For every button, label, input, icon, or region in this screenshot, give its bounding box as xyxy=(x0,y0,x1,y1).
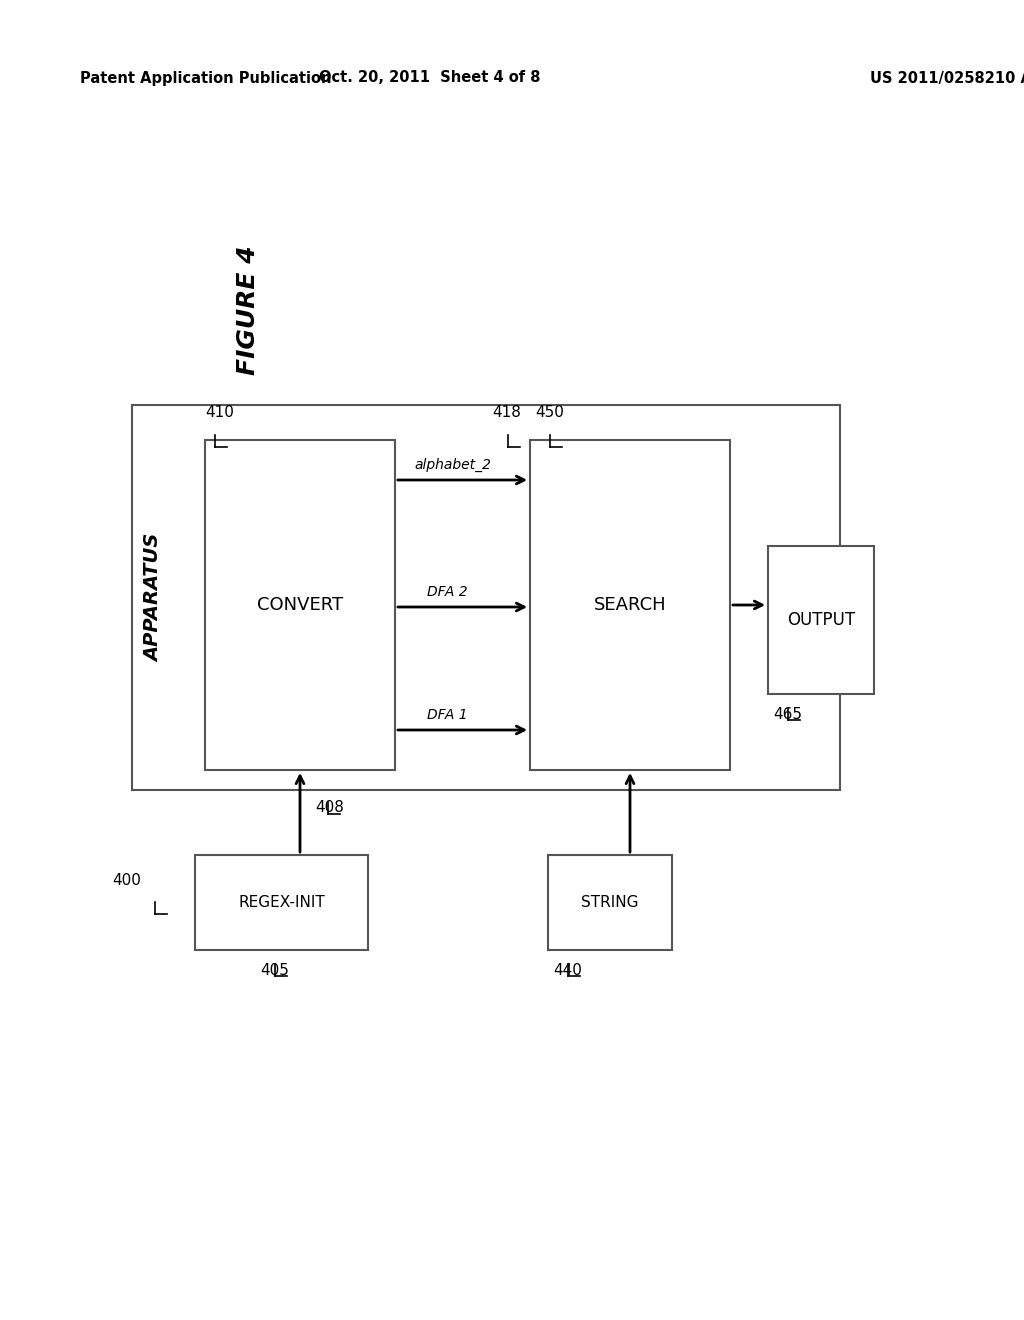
Text: APPARATUS: APPARATUS xyxy=(144,533,164,661)
Text: US 2011/0258210 A1: US 2011/0258210 A1 xyxy=(870,70,1024,86)
Text: 418: 418 xyxy=(493,405,521,420)
Text: OUTPUT: OUTPUT xyxy=(786,611,855,630)
Text: SEARCH: SEARCH xyxy=(594,597,667,614)
Text: DFA 2: DFA 2 xyxy=(427,585,468,599)
Text: REGEX-INIT: REGEX-INIT xyxy=(239,895,325,909)
Text: 408: 408 xyxy=(315,800,344,814)
Text: Patent Application Publication: Patent Application Publication xyxy=(80,70,332,86)
Text: 450: 450 xyxy=(535,405,564,420)
Text: STRING: STRING xyxy=(582,895,639,909)
Bar xyxy=(205,440,395,770)
Text: 440: 440 xyxy=(553,964,582,978)
Text: Oct. 20, 2011  Sheet 4 of 8: Oct. 20, 2011 Sheet 4 of 8 xyxy=(319,70,541,86)
Bar xyxy=(530,440,730,770)
Text: FIGURE 4: FIGURE 4 xyxy=(236,246,260,375)
Text: 400: 400 xyxy=(112,874,141,888)
Bar xyxy=(548,855,672,950)
Text: 410: 410 xyxy=(205,405,233,420)
Text: alphabet_2: alphabet_2 xyxy=(414,458,490,473)
Text: 405: 405 xyxy=(260,964,289,978)
Bar xyxy=(132,405,840,789)
Bar xyxy=(768,546,874,694)
Text: CONVERT: CONVERT xyxy=(257,597,343,614)
Text: 465: 465 xyxy=(773,708,802,722)
Text: DFA 1: DFA 1 xyxy=(427,708,468,722)
Bar xyxy=(195,855,368,950)
